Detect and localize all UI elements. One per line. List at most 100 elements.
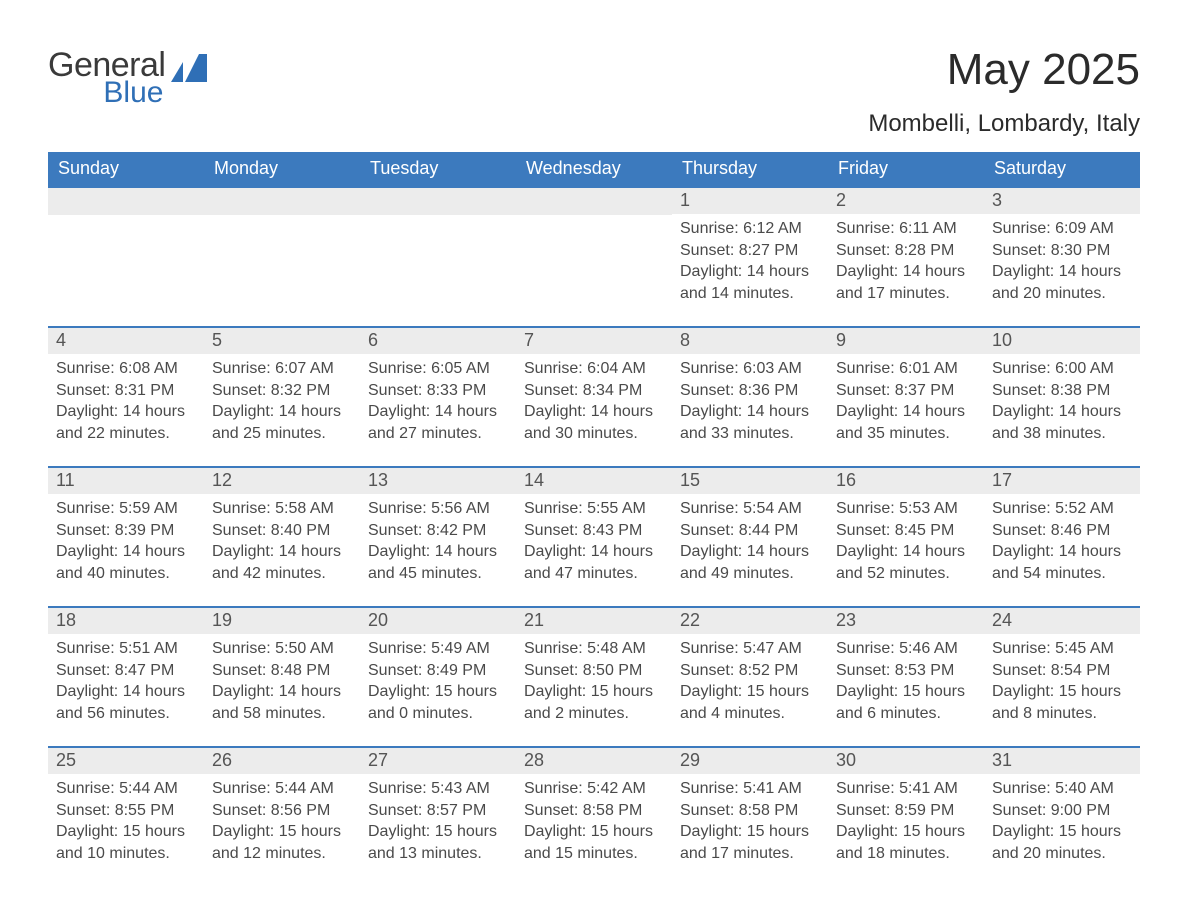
calendar-cell: 26Sunrise: 5:44 AMSunset: 8:56 PMDayligh…: [204, 747, 360, 887]
sunset-line: Sunset: 8:30 PM: [992, 240, 1132, 262]
daylight-line: Daylight: 15 hours and 15 minutes.: [524, 821, 664, 864]
day-number: 9: [828, 328, 984, 354]
sunrise-line: Sunrise: 6:01 AM: [836, 358, 976, 380]
calendar-cell: 3Sunrise: 6:09 AMSunset: 8:30 PMDaylight…: [984, 187, 1140, 327]
calendar-cell: 7Sunrise: 6:04 AMSunset: 8:34 PMDaylight…: [516, 327, 672, 467]
sunset-line: Sunset: 8:57 PM: [368, 800, 508, 822]
daylight-line: Daylight: 15 hours and 10 minutes.: [56, 821, 196, 864]
daylight-line: Daylight: 15 hours and 8 minutes.: [992, 681, 1132, 724]
day-details: Sunrise: 5:58 AMSunset: 8:40 PMDaylight:…: [204, 494, 360, 592]
sunset-line: Sunset: 8:54 PM: [992, 660, 1132, 682]
daylight-line: Daylight: 14 hours and 54 minutes.: [992, 541, 1132, 584]
sunset-line: Sunset: 8:36 PM: [680, 380, 820, 402]
day-number: 2: [828, 188, 984, 214]
day-details: Sunrise: 5:53 AMSunset: 8:45 PMDaylight:…: [828, 494, 984, 592]
day-details: Sunrise: 5:56 AMSunset: 8:42 PMDaylight:…: [360, 494, 516, 592]
day-number: 12: [204, 468, 360, 494]
daylight-line: Daylight: 15 hours and 18 minutes.: [836, 821, 976, 864]
day-details: Sunrise: 5:59 AMSunset: 8:39 PMDaylight:…: [48, 494, 204, 592]
sunset-line: Sunset: 8:27 PM: [680, 240, 820, 262]
daylight-line: Daylight: 14 hours and 40 minutes.: [56, 541, 196, 584]
sunrise-line: Sunrise: 6:04 AM: [524, 358, 664, 380]
calendar-cell: 18Sunrise: 5:51 AMSunset: 8:47 PMDayligh…: [48, 607, 204, 747]
daylight-line: Daylight: 14 hours and 52 minutes.: [836, 541, 976, 584]
day-details: Sunrise: 5:47 AMSunset: 8:52 PMDaylight:…: [672, 634, 828, 732]
page-title: May 2025: [868, 48, 1140, 92]
sunset-line: Sunset: 8:53 PM: [836, 660, 976, 682]
day-details: Sunrise: 6:08 AMSunset: 8:31 PMDaylight:…: [48, 354, 204, 452]
day-number: 22: [672, 608, 828, 634]
sunset-line: Sunset: 8:58 PM: [524, 800, 664, 822]
location-subtitle: Mombelli, Lombardy, Italy: [868, 110, 1140, 138]
daylight-line: Daylight: 14 hours and 17 minutes.: [836, 261, 976, 304]
day-details: Sunrise: 5:44 AMSunset: 8:55 PMDaylight:…: [48, 774, 204, 872]
weekday-header: Wednesday: [516, 152, 672, 187]
sunset-line: Sunset: 8:46 PM: [992, 520, 1132, 542]
calendar-cell: 2Sunrise: 6:11 AMSunset: 8:28 PMDaylight…: [828, 187, 984, 327]
calendar-cell: [48, 187, 204, 327]
day-details: Sunrise: 6:11 AMSunset: 8:28 PMDaylight:…: [828, 214, 984, 312]
calendar-cell: 8Sunrise: 6:03 AMSunset: 8:36 PMDaylight…: [672, 327, 828, 467]
day-details: Sunrise: 6:09 AMSunset: 8:30 PMDaylight:…: [984, 214, 1140, 312]
sunset-line: Sunset: 8:52 PM: [680, 660, 820, 682]
sunrise-line: Sunrise: 5:59 AM: [56, 498, 196, 520]
weekday-header-row: SundayMondayTuesdayWednesdayThursdayFrid…: [48, 152, 1140, 187]
sunset-line: Sunset: 8:59 PM: [836, 800, 976, 822]
sunrise-line: Sunrise: 5:58 AM: [212, 498, 352, 520]
flag-icon: [171, 54, 207, 82]
calendar-cell: 31Sunrise: 5:40 AMSunset: 9:00 PMDayligh…: [984, 747, 1140, 887]
sunrise-line: Sunrise: 6:09 AM: [992, 218, 1132, 240]
sunset-line: Sunset: 8:39 PM: [56, 520, 196, 542]
calendar-cell: 1Sunrise: 6:12 AMSunset: 8:27 PMDaylight…: [672, 187, 828, 327]
sunrise-line: Sunrise: 5:40 AM: [992, 778, 1132, 800]
day-number: 16: [828, 468, 984, 494]
day-details: Sunrise: 6:01 AMSunset: 8:37 PMDaylight:…: [828, 354, 984, 452]
day-details: Sunrise: 5:41 AMSunset: 8:58 PMDaylight:…: [672, 774, 828, 872]
day-number: 25: [48, 748, 204, 774]
daylight-line: Daylight: 14 hours and 22 minutes.: [56, 401, 196, 444]
calendar-week-row: 11Sunrise: 5:59 AMSunset: 8:39 PMDayligh…: [48, 467, 1140, 607]
sunrise-line: Sunrise: 5:48 AM: [524, 638, 664, 660]
sunset-line: Sunset: 8:49 PM: [368, 660, 508, 682]
sunrise-line: Sunrise: 5:41 AM: [836, 778, 976, 800]
calendar-cell: 11Sunrise: 5:59 AMSunset: 8:39 PMDayligh…: [48, 467, 204, 607]
day-details: Sunrise: 5:41 AMSunset: 8:59 PMDaylight:…: [828, 774, 984, 872]
day-number: 8: [672, 328, 828, 354]
day-details: Sunrise: 6:05 AMSunset: 8:33 PMDaylight:…: [360, 354, 516, 452]
calendar-cell: 14Sunrise: 5:55 AMSunset: 8:43 PMDayligh…: [516, 467, 672, 607]
day-details: Sunrise: 5:50 AMSunset: 8:48 PMDaylight:…: [204, 634, 360, 732]
sunset-line: Sunset: 8:38 PM: [992, 380, 1132, 402]
daylight-line: Daylight: 14 hours and 20 minutes.: [992, 261, 1132, 304]
daylight-line: Daylight: 14 hours and 25 minutes.: [212, 401, 352, 444]
day-details: Sunrise: 6:12 AMSunset: 8:27 PMDaylight:…: [672, 214, 828, 312]
day-number: 28: [516, 748, 672, 774]
sunrise-line: Sunrise: 5:51 AM: [56, 638, 196, 660]
day-number: 1: [672, 188, 828, 214]
sunset-line: Sunset: 8:33 PM: [368, 380, 508, 402]
day-number: 15: [672, 468, 828, 494]
sunset-line: Sunset: 8:28 PM: [836, 240, 976, 262]
day-details: Sunrise: 5:43 AMSunset: 8:57 PMDaylight:…: [360, 774, 516, 872]
daylight-line: Daylight: 15 hours and 13 minutes.: [368, 821, 508, 864]
sunrise-line: Sunrise: 6:11 AM: [836, 218, 976, 240]
calendar-week-row: 1Sunrise: 6:12 AMSunset: 8:27 PMDaylight…: [48, 187, 1140, 327]
day-details: Sunrise: 5:45 AMSunset: 8:54 PMDaylight:…: [984, 634, 1140, 732]
sunrise-line: Sunrise: 6:03 AM: [680, 358, 820, 380]
sunrise-line: Sunrise: 5:43 AM: [368, 778, 508, 800]
day-details: Sunrise: 5:51 AMSunset: 8:47 PMDaylight:…: [48, 634, 204, 732]
sunrise-line: Sunrise: 5:54 AM: [680, 498, 820, 520]
sunrise-line: Sunrise: 5:49 AM: [368, 638, 508, 660]
day-number: 5: [204, 328, 360, 354]
calendar-cell: 6Sunrise: 6:05 AMSunset: 8:33 PMDaylight…: [360, 327, 516, 467]
sunset-line: Sunset: 8:44 PM: [680, 520, 820, 542]
day-details: Sunrise: 5:54 AMSunset: 8:44 PMDaylight:…: [672, 494, 828, 592]
sunset-line: Sunset: 8:45 PM: [836, 520, 976, 542]
day-details: Sunrise: 5:55 AMSunset: 8:43 PMDaylight:…: [516, 494, 672, 592]
daylight-line: Daylight: 15 hours and 20 minutes.: [992, 821, 1132, 864]
sunset-line: Sunset: 8:40 PM: [212, 520, 352, 542]
day-details: Sunrise: 5:46 AMSunset: 8:53 PMDaylight:…: [828, 634, 984, 732]
day-details: Sunrise: 6:04 AMSunset: 8:34 PMDaylight:…: [516, 354, 672, 452]
sunrise-line: Sunrise: 5:53 AM: [836, 498, 976, 520]
daylight-line: Daylight: 14 hours and 49 minutes.: [680, 541, 820, 584]
sunset-line: Sunset: 8:32 PM: [212, 380, 352, 402]
